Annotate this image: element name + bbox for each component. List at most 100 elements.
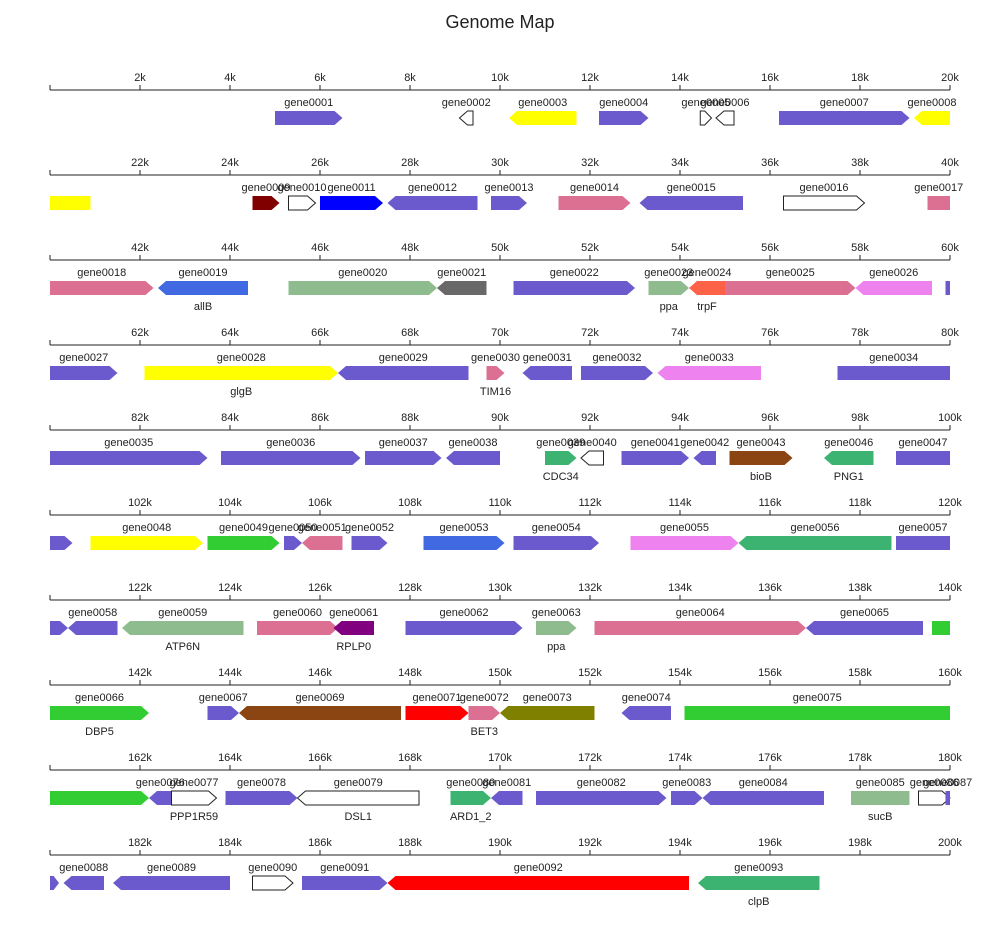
tick-label: 64k <box>221 327 239 339</box>
gene-label: gene0057 <box>899 522 948 534</box>
tick-label: 180k <box>938 752 962 764</box>
gene-gene0077 <box>171 790 218 806</box>
product-label: trpF <box>697 301 717 313</box>
gene-label: gene0016 <box>800 182 849 194</box>
page-title: Genome Map <box>445 12 555 32</box>
gene-gene0004 <box>599 111 649 125</box>
gene-label: gene0072 <box>460 692 509 704</box>
tick-label: 10k <box>491 72 509 84</box>
product-label: RPLP0 <box>336 641 371 653</box>
gene-label: gene0079 <box>334 777 383 789</box>
product-label: ATP6N <box>165 641 200 653</box>
gene-label: gene0030 <box>471 352 520 364</box>
tick-label: 186k <box>308 837 332 849</box>
gene-gene0072 <box>468 706 500 720</box>
tick-label: 122k <box>128 582 152 594</box>
gene-label: gene0010 <box>278 182 327 194</box>
tick-label: 136k <box>758 582 782 594</box>
gene-label: gene0019 <box>179 267 228 279</box>
tick-label: 172k <box>578 752 602 764</box>
gene-gene0081 <box>491 791 523 805</box>
gene-gene0019 <box>158 281 248 295</box>
gene-gene0034 <box>837 366 950 380</box>
tick-label: 126k <box>308 582 332 594</box>
tick-label: 50k <box>491 242 509 254</box>
gene-gene0085 <box>851 791 910 805</box>
gene-gene0057b <box>50 621 68 635</box>
gene-gene0037 <box>365 451 442 465</box>
gene-label: gene0026 <box>869 267 918 279</box>
gene-gene0017 <box>927 196 950 210</box>
tick-label: 164k <box>218 752 242 764</box>
gene-gene0088 <box>63 876 104 890</box>
gene-label: gene0034 <box>869 352 918 364</box>
gene-gene0067 <box>207 706 239 720</box>
gene-gene0084 <box>702 791 824 805</box>
product-label: PNG1 <box>834 471 864 483</box>
gene-label: gene0014 <box>570 182 619 194</box>
gene-gene0035 <box>50 451 208 465</box>
gene-label: gene0004 <box>599 97 648 109</box>
gene-gene0053 <box>423 536 505 550</box>
product-label: bioB <box>750 471 772 483</box>
gene-gene0041 <box>621 451 689 465</box>
gene-label: gene0039 <box>536 437 585 449</box>
gene-label: gene0083 <box>662 777 711 789</box>
tick-label: 184k <box>218 837 242 849</box>
gene-gene0007 <box>779 111 910 125</box>
gene-gene0073 <box>500 706 595 720</box>
tick-label: 128k <box>398 582 422 594</box>
gene-gene0022 <box>513 281 635 295</box>
tick-label: 152k <box>578 667 602 679</box>
gene-gene0063 <box>536 621 577 635</box>
gene-label: gene0089 <box>147 862 196 874</box>
tick-label: 108k <box>398 497 422 509</box>
gene-gene0024 <box>689 281 725 295</box>
tick-label: 70k <box>491 327 509 339</box>
gene-label: gene0074 <box>622 692 671 704</box>
gene-gene0039 <box>545 451 577 465</box>
gene-gene0082 <box>536 791 667 805</box>
gene-gene0078 <box>225 791 298 805</box>
gene-gene0016 <box>783 195 866 211</box>
gene-label: gene0050 <box>269 522 318 534</box>
tick-label: 112k <box>578 497 602 509</box>
tick-label: 30k <box>491 157 509 169</box>
tick-label: 142k <box>128 667 152 679</box>
product-label: CDC34 <box>543 471 579 483</box>
tick-label: 138k <box>848 582 872 594</box>
tick-label: 8k <box>404 72 416 84</box>
gene-label: gene0013 <box>485 182 534 194</box>
gene-label: gene0069 <box>296 692 345 704</box>
gene-gene0074 <box>621 706 671 720</box>
tick-label: 2k <box>134 72 146 84</box>
gene-gene0069 <box>239 706 401 720</box>
gene-label: gene0052 <box>345 522 394 534</box>
tick-label: 148k <box>398 667 422 679</box>
tick-label: 160k <box>938 667 962 679</box>
gene-gene0043 <box>729 451 793 465</box>
gene-label: gene0009 <box>242 182 291 194</box>
gene-gene0023 <box>648 281 689 295</box>
gene-gene0061 <box>333 621 374 635</box>
gene-label: gene0090 <box>248 862 297 874</box>
gene-label: gene0003 <box>518 97 567 109</box>
gene-label: gene0053 <box>440 522 489 534</box>
gene-label: gene0064 <box>676 607 725 619</box>
tick-label: 74k <box>671 327 689 339</box>
gene-gene0048 <box>90 536 203 550</box>
gene-label: gene0038 <box>449 437 498 449</box>
gene-gene0059 <box>122 621 244 635</box>
gene-label: gene0005 <box>681 97 730 109</box>
gene-gene0008b <box>50 196 91 210</box>
tick-label: 118k <box>848 497 872 509</box>
tick-label: 68k <box>401 327 419 339</box>
gene-label: gene0046 <box>824 437 873 449</box>
tick-label: 76k <box>761 327 779 339</box>
product-label: PPP1R59 <box>170 811 218 823</box>
gene-label: gene0023 <box>644 267 693 279</box>
tick-label: 120k <box>938 497 962 509</box>
gene-label: gene0035 <box>104 437 153 449</box>
tick-label: 62k <box>131 327 149 339</box>
